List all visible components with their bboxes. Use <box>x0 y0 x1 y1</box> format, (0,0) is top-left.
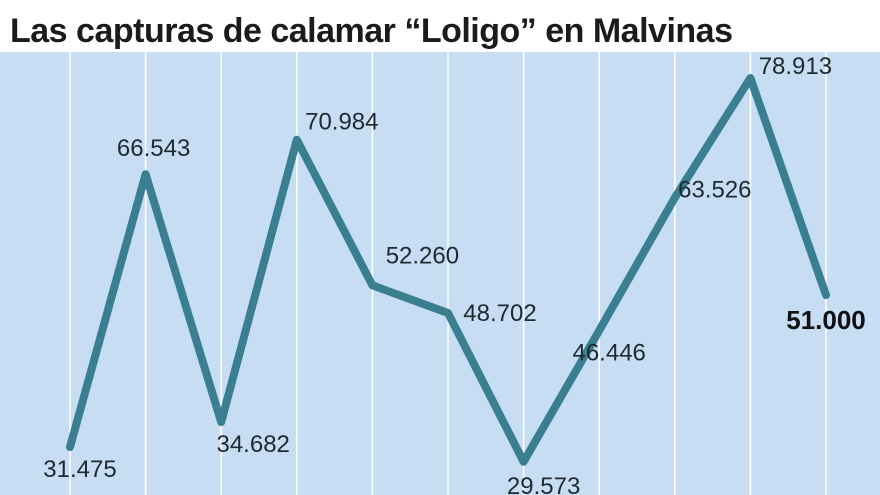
data-label: 46.446 <box>572 340 645 367</box>
data-label: 78.913 <box>759 53 832 80</box>
data-label: 31.475 <box>43 456 116 483</box>
gridlines <box>69 52 827 495</box>
data-label: 34.682 <box>216 431 289 458</box>
data-label-highlight: 51.000 <box>786 305 866 335</box>
data-label: 70.984 <box>305 109 378 136</box>
data-label: 66.543 <box>117 135 190 162</box>
chart-title: Las capturas de calamar “Loligo” en Malv… <box>10 12 732 50</box>
plot-background <box>0 52 880 495</box>
data-labels: 31.475 66.543 34.682 70.984 52.260 48.702 29.5… <box>43 53 865 495</box>
data-label: 63.526 <box>678 177 751 204</box>
data-label: 48.702 <box>463 300 536 327</box>
data-label: 29.573 <box>507 473 580 495</box>
series-line <box>66 74 830 466</box>
data-label: 52.260 <box>386 242 459 269</box>
